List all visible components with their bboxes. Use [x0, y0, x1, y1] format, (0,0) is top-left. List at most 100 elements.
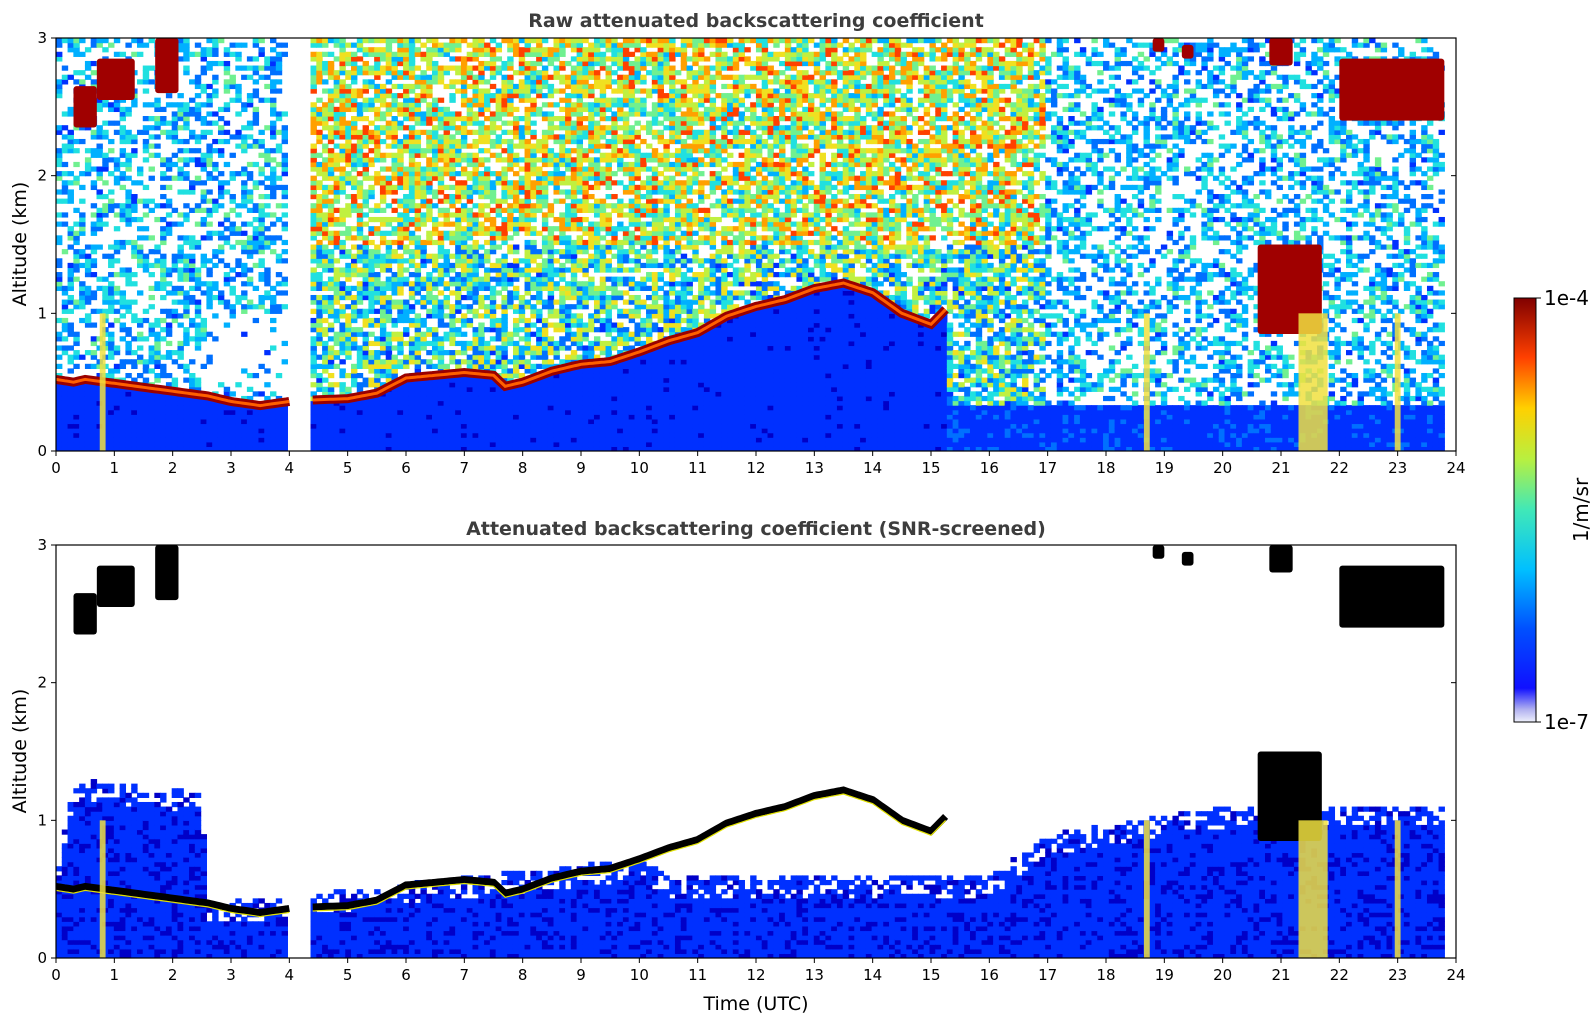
heat1-cell: [281, 157, 288, 163]
heat1-cell: [460, 317, 468, 324]
heat1-cell: [466, 382, 474, 388]
heat1-cell: [420, 304, 427, 310]
heat1-cell: [414, 290, 422, 296]
heat1-cell: [495, 432, 503, 438]
heat1-cell: [484, 354, 491, 360]
heat1-cell: [507, 93, 514, 99]
heat1-cell: [368, 418, 375, 425]
heat1-cell: [524, 198, 531, 204]
heat1-cell: [200, 51, 208, 57]
heat1-cell: [206, 175, 213, 181]
heat1-cell: [84, 405, 92, 411]
heat1-cell: [379, 285, 387, 291]
heat1-cell: [466, 83, 474, 90]
heat1-cell: [61, 409, 69, 415]
heat1-cell: [264, 148, 271, 154]
heat1-cell: [385, 359, 393, 365]
heat1-cell: [246, 56, 254, 62]
heat1-cell: [478, 423, 485, 429]
heat1-cell: [408, 235, 416, 241]
heat1-cell: [339, 97, 346, 103]
heat1-cell: [391, 372, 398, 379]
heat1-cell: [223, 386, 231, 392]
heat1-cell: [559, 345, 566, 351]
heat1-cell: [379, 253, 387, 259]
heat1-cell: [56, 161, 63, 168]
heat1-cell: [449, 161, 456, 168]
heat1-cell: [368, 294, 375, 301]
heat1-cell: [512, 446, 520, 451]
heat1-cell: [119, 111, 127, 117]
heat1-cell: [472, 116, 479, 122]
heat1-cell: [316, 221, 323, 227]
heat1-cell: [524, 65, 531, 71]
heat1-cell: [125, 134, 132, 140]
heat1-cell: [84, 386, 92, 392]
heat1-cell: [501, 258, 508, 264]
heat1-cell: [374, 70, 381, 76]
heat1-cell: [67, 134, 74, 140]
heat1-cell: [507, 395, 514, 402]
heat1-cell: [217, 414, 225, 420]
heat1-cell: [142, 129, 150, 135]
heat1-cell: [316, 313, 323, 319]
heat1-cell: [270, 327, 277, 333]
heat1-cell: [73, 386, 80, 392]
heat1-cell: [530, 400, 537, 406]
heat1-cell: [351, 414, 358, 420]
heat1-cell: [270, 304, 277, 310]
heat1-cell: [125, 372, 132, 379]
heat1-cell: [327, 423, 335, 429]
heat1-cell: [437, 111, 445, 117]
heat1-cell: [472, 285, 479, 291]
heat1-cell: [414, 441, 422, 448]
heat1-cell: [437, 189, 445, 195]
heat1-cell: [495, 171, 503, 177]
heat1-cell: [397, 203, 404, 209]
heat1-cell: [484, 359, 491, 365]
heat1-cell: [73, 354, 80, 360]
heat1-cell: [154, 437, 161, 443]
heat1-cell: [345, 290, 352, 296]
heat1-cell: [142, 359, 150, 365]
heat1-cell: [507, 290, 514, 296]
heat1-cell: [189, 189, 196, 195]
heat1-cell: [547, 290, 555, 296]
heat1-cell: [351, 432, 358, 438]
heat1-cell: [385, 317, 393, 324]
heat1-cell: [235, 65, 242, 71]
heat1-cell: [264, 157, 271, 163]
heat1-cell: [142, 441, 150, 448]
heat1-cell: [212, 414, 219, 420]
heat1-cell: [206, 111, 213, 117]
heat1-cell: [351, 363, 358, 369]
heat1-cell: [536, 138, 543, 145]
heat1-cell: [408, 60, 416, 67]
heat1-cell: [125, 414, 132, 420]
heat1-cell: [507, 414, 514, 420]
heat1-cell: [501, 437, 508, 443]
heat1-cell: [73, 428, 80, 434]
heat1-cell: [420, 152, 427, 158]
heat1-cell: [403, 428, 410, 434]
heat1-cell: [530, 184, 537, 191]
heat1-cell: [374, 152, 381, 158]
heat1-cell: [455, 363, 462, 369]
heat1-cell: [432, 70, 439, 76]
heat1-cell: [351, 327, 358, 333]
heat1-cell: [108, 281, 115, 287]
heat1-cell: [322, 327, 329, 333]
heat1-cell: [501, 285, 508, 291]
heat1-cell: [489, 262, 497, 269]
heat1-cell: [460, 166, 468, 172]
heat1-cell: [310, 317, 317, 324]
heat1-cell: [206, 198, 213, 204]
heat1-cell: [327, 258, 335, 264]
heat1-cell: [90, 262, 98, 269]
heat1-cell: [316, 171, 323, 177]
heat1-cell: [275, 428, 283, 434]
heat1-cell: [443, 262, 450, 269]
heat1-cell: [339, 152, 346, 158]
heat1-cell: [345, 134, 352, 140]
heat1-cell: [67, 428, 74, 434]
